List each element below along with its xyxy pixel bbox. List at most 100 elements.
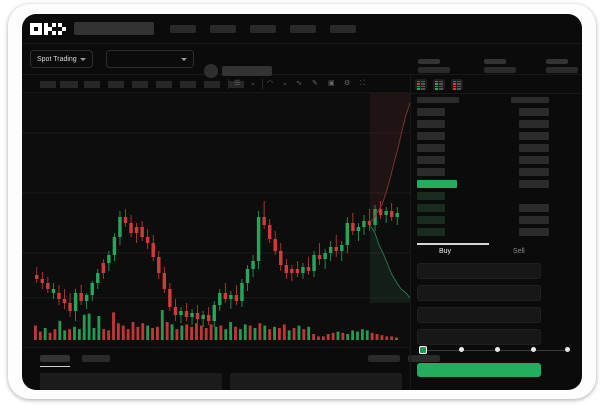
camera-icon[interactable]: ▣ bbox=[328, 80, 335, 87]
order-field-extra[interactable] bbox=[417, 329, 541, 345]
nav-item-1[interactable] bbox=[170, 25, 196, 33]
top-navigation-bar: /*positions set inline; class nav-item a… bbox=[22, 14, 582, 44]
orderbook-amount-cell[interactable] bbox=[519, 228, 549, 236]
timeframe-button-2[interactable] bbox=[60, 81, 78, 88]
timeframe-button-3[interactable] bbox=[84, 81, 100, 88]
orderbook-mode-bids[interactable] bbox=[433, 79, 445, 90]
chevron-down-icon bbox=[181, 57, 187, 61]
order-field-total[interactable] bbox=[417, 307, 541, 323]
tab-sell[interactable]: Sell bbox=[513, 248, 525, 255]
okx-logo[interactable] bbox=[30, 23, 66, 35]
nav-item-4[interactable] bbox=[290, 25, 316, 33]
orderbook-col-price bbox=[417, 97, 459, 103]
stat-3 bbox=[546, 59, 578, 76]
chart-svg bbox=[22, 132, 410, 340]
orderbook-amount-cell[interactable] bbox=[519, 204, 549, 212]
stat-1-value bbox=[418, 67, 450, 73]
orderbook-amount-cell[interactable] bbox=[519, 132, 549, 140]
draw-pencil-icon[interactable]: ✎ bbox=[312, 80, 318, 87]
timeframe-button-4[interactable] bbox=[108, 81, 124, 88]
chevron-down-icon[interactable]: ⌄ bbox=[282, 80, 288, 87]
amount-slider[interactable] bbox=[417, 346, 570, 354]
nav-item-2[interactable] bbox=[210, 25, 236, 33]
bottom-action-1[interactable] bbox=[368, 355, 400, 362]
timeframe-button-7[interactable] bbox=[180, 81, 196, 88]
timeframe-button-1[interactable] bbox=[40, 81, 56, 88]
pair-selector[interactable] bbox=[106, 50, 194, 68]
pair-name bbox=[222, 66, 272, 76]
depth-chart-overlay bbox=[370, 93, 410, 303]
stat-2-label bbox=[484, 59, 506, 64]
tab-buy[interactable]: Buy bbox=[439, 248, 452, 255]
submit-buy-button[interactable] bbox=[417, 363, 541, 377]
market-type-selector[interactable]: Spot Trading bbox=[30, 50, 93, 68]
order-entry-form bbox=[411, 259, 582, 390]
timeframe-button-5[interactable] bbox=[132, 81, 148, 88]
slider-handle[interactable] bbox=[419, 346, 427, 354]
bottom-placeholder-left bbox=[40, 373, 222, 390]
timeframe-button-8[interactable] bbox=[204, 81, 220, 88]
orderbook-ask-row[interactable] bbox=[417, 120, 445, 128]
timeframe-button-9[interactable] bbox=[228, 81, 244, 88]
market-subheader: Spot Trading bbox=[22, 44, 582, 75]
indicators-icon[interactable]: ☰ bbox=[234, 80, 241, 87]
orderbook-bid-row[interactable] bbox=[417, 216, 445, 224]
trade-side-tabs: Buy Sell bbox=[411, 243, 582, 259]
line-style-icon[interactable]: ∿ bbox=[296, 80, 302, 87]
chart-toolbar: #chart-toolbar .tf{background:#272727;} … bbox=[22, 75, 410, 93]
fullscreen-icon[interactable]: ⛶ bbox=[360, 80, 365, 87]
orderbook-mode-asks[interactable] bbox=[451, 79, 463, 90]
slider-stop-25[interactable] bbox=[459, 347, 464, 352]
stat-2 bbox=[484, 59, 516, 76]
stat-3-value bbox=[546, 67, 578, 73]
slider-stop-75[interactable] bbox=[531, 347, 536, 352]
market-type-label: Spot Trading bbox=[37, 55, 77, 63]
orderbook-ask-row[interactable] bbox=[417, 156, 445, 164]
orderbook-ask-row[interactable] bbox=[417, 132, 445, 140]
orderbook-ask-row[interactable] bbox=[417, 108, 445, 116]
device-frame: /*positions set inline; class nav-item a… bbox=[8, 4, 596, 399]
orderbook-amount-cell[interactable] bbox=[519, 144, 549, 152]
orderbook-mode-both[interactable] bbox=[415, 79, 427, 90]
trading-sidebar: Buy Sell bbox=[410, 75, 582, 390]
active-tab-underline bbox=[417, 243, 489, 245]
stat-1 bbox=[418, 59, 450, 76]
pair-avatar bbox=[204, 64, 218, 78]
chevron-down-icon[interactable]: ⌄ bbox=[250, 80, 256, 87]
search-input[interactable] bbox=[74, 22, 154, 35]
orderbook-ask-row[interactable] bbox=[417, 144, 445, 152]
orderbook-amount-cell[interactable] bbox=[519, 168, 549, 176]
app-screen: /*positions set inline; class nav-item a… bbox=[22, 14, 582, 390]
settings-gear-icon[interactable]: ⚙ bbox=[344, 80, 351, 87]
bottom-tab-open-orders[interactable] bbox=[40, 355, 70, 367]
orderbook-bid-row[interactable] bbox=[417, 192, 445, 200]
bottom-action-2[interactable] bbox=[408, 355, 440, 362]
orderbook-amount-cell[interactable] bbox=[519, 180, 549, 188]
orderbook-bid-row[interactable] bbox=[417, 228, 445, 236]
orderbook-bid-row[interactable] bbox=[417, 204, 445, 212]
orderbook-spread-row[interactable] bbox=[417, 180, 457, 188]
order-book[interactable] bbox=[411, 94, 582, 239]
orderbook-header bbox=[411, 75, 582, 94]
orderbook-amount-cell[interactable] bbox=[519, 120, 549, 128]
orderbook-ask-row[interactable] bbox=[417, 168, 445, 176]
nav-item-3[interactable] bbox=[250, 25, 276, 33]
stat-2-value bbox=[484, 67, 516, 73]
candlestick-chart[interactable] bbox=[22, 93, 410, 347]
slider-stop-100[interactable] bbox=[565, 347, 570, 352]
orders-panel bbox=[22, 347, 440, 390]
chart-type-icon[interactable]: ◠ bbox=[267, 80, 274, 87]
nav-item-5[interactable] bbox=[330, 25, 356, 33]
stat-1-label bbox=[418, 59, 440, 64]
orderbook-amount-cell[interactable] bbox=[519, 108, 549, 116]
slider-stop-50[interactable] bbox=[495, 347, 500, 352]
stat-3-label bbox=[546, 59, 568, 64]
order-field-amount[interactable] bbox=[417, 285, 541, 301]
orderbook-col-amount bbox=[511, 97, 549, 103]
order-field-price[interactable] bbox=[417, 263, 541, 279]
timeframe-button-6[interactable] bbox=[156, 81, 172, 88]
orderbook-amount-cell[interactable] bbox=[519, 156, 549, 164]
toolbar-divider bbox=[262, 79, 263, 89]
orderbook-amount-cell[interactable] bbox=[519, 216, 549, 224]
bottom-tab-order-history[interactable] bbox=[82, 355, 110, 362]
